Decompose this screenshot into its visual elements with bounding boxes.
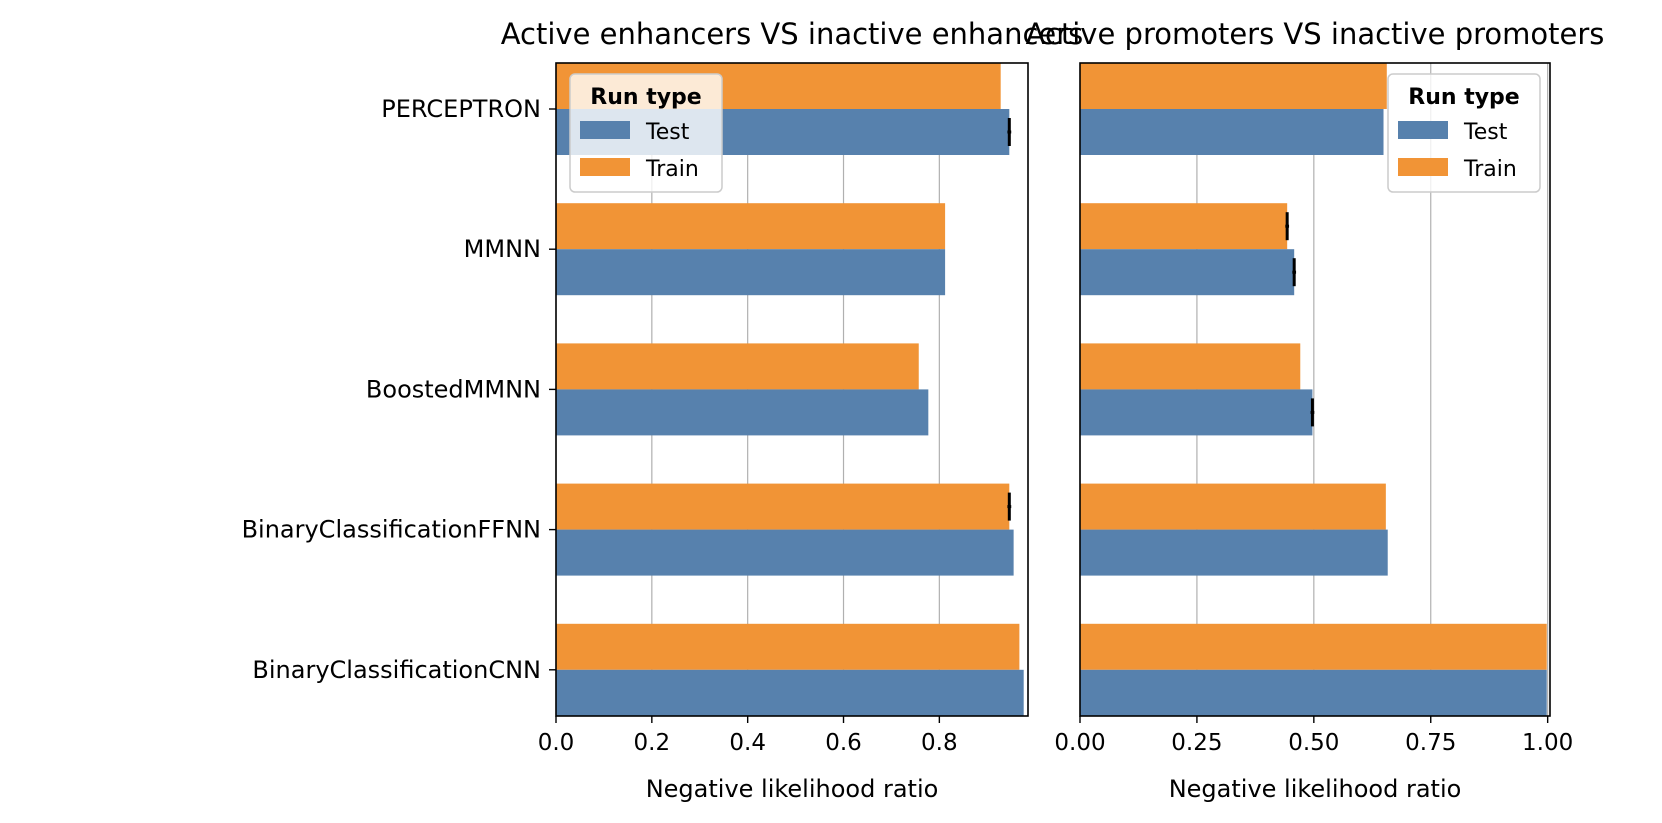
chart-0-xtick-label-3: 0.6 <box>825 730 862 756</box>
chart-0-legend-swatch-train <box>580 158 630 176</box>
chart-0-title: Active enhancers VS inactive enhancers <box>501 17 1084 51</box>
chart-0-train-bar-4 <box>556 623 1020 670</box>
chart-1-title: Active promoters VS inactive promoters <box>1026 17 1605 51</box>
chart-1-xtick-label-0: 0.00 <box>1054 730 1105 756</box>
chart-1-legend-title: Run type <box>1408 85 1519 110</box>
chart-0-category-label-2: BoostedMMNN <box>366 375 541 403</box>
chart-1-xtick-label-1: 0.25 <box>1171 730 1222 756</box>
chart-1-legend-label-train: Train <box>1463 157 1517 182</box>
chart-1-test-bar-3 <box>1080 529 1388 576</box>
chart-0-test-bar-1 <box>556 249 946 296</box>
chart-1-train-bar-0 <box>1080 63 1387 109</box>
chart-0-category-label-3: BinaryClassificationFFNN <box>242 516 541 544</box>
chart-0-test-bar-3 <box>556 529 1014 576</box>
chart-1-train-bar-1 <box>1080 203 1288 250</box>
chart-0-test-bar-4 <box>556 669 1024 716</box>
chart-1-train-bar-2 <box>1080 343 1301 390</box>
chart-1-xlabel: Negative likelihood ratio <box>1169 775 1462 803</box>
chart-0-category-label-0: PERCEPTRON <box>381 95 541 123</box>
chart-0-test-bar-2 <box>556 389 929 436</box>
chart-1-legend-label-test: Test <box>1463 120 1508 145</box>
chart-1-xtick-label-4: 1.00 <box>1522 730 1573 756</box>
chart-1-train-bar-3 <box>1080 483 1386 530</box>
chart-1-legend-swatch-test <box>1398 121 1448 139</box>
chart-0-category-label-1: MMNN <box>464 235 541 263</box>
chart-0-train-bar-1 <box>556 203 946 250</box>
chart-0-train-bar-2 <box>556 343 919 390</box>
chart-0-xlabel: Negative likelihood ratio <box>646 775 939 803</box>
chart-1-test-bar-0 <box>1080 109 1384 155</box>
chart-0-legend-title: Run type <box>590 85 701 110</box>
chart-1-axes-frame <box>1079 62 1551 717</box>
chart-1-test-bar-1 <box>1080 249 1295 296</box>
chart-0-train-bar-3 <box>556 483 1010 530</box>
chart-0-xtick-label-1: 0.2 <box>634 730 671 756</box>
chart-0-legend-label-train: Train <box>645 157 699 182</box>
chart-0-xtick-label-2: 0.4 <box>729 730 766 756</box>
chart-1-legend-swatch-train <box>1398 158 1448 176</box>
chart-1-test-bar-2 <box>1080 389 1313 436</box>
chart-1-test-bar-4 <box>1080 669 1547 716</box>
chart-1-xtick-label-2: 0.50 <box>1288 730 1339 756</box>
chart-0-xtick-label-0: 0.0 <box>538 730 575 756</box>
chart-0-xtick-label-4: 0.8 <box>921 730 958 756</box>
chart-0-category-label-4: BinaryClassificationCNN <box>252 656 541 684</box>
chart-0-legend-label-test: Test <box>645 120 690 145</box>
chart-1-xtick-label-3: 0.75 <box>1405 730 1456 756</box>
chart-1-train-bar-4 <box>1080 623 1547 670</box>
chart-0-legend-swatch-test <box>580 121 630 139</box>
